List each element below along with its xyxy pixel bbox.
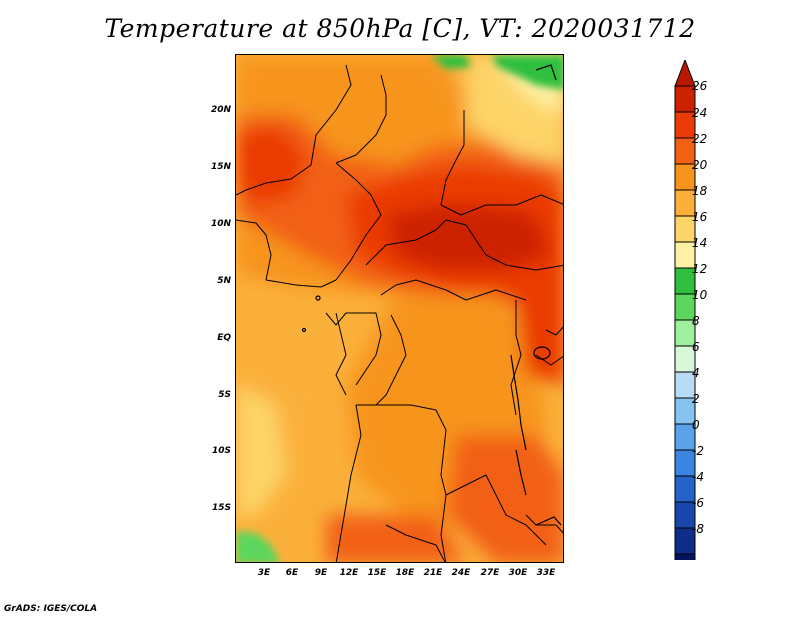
lon-label-33e: 33E	[536, 568, 556, 578]
colorbar-label-6: 6	[692, 340, 700, 354]
cool-patches	[236, 55, 563, 562]
colorbar-label-16: 16	[692, 210, 708, 224]
lon-label-18e: 18E	[395, 568, 415, 578]
lon-label-27e: 27E	[480, 568, 500, 578]
colorbar-label-0: 0	[692, 418, 700, 432]
colorbar-label-4: 4	[692, 366, 700, 380]
lon-label-30e: 30E	[508, 568, 528, 578]
colorbar-label-12: 12	[692, 262, 708, 276]
lon-label-9e: 9E	[314, 568, 328, 578]
colorbar-label-26: 26	[692, 79, 708, 93]
colorbar-label-18: 18	[692, 184, 708, 198]
lat-label-20n: 20N	[210, 105, 231, 115]
colorbar	[674, 60, 696, 560]
lakes	[301, 64, 562, 526]
lon-label-12e: 12E	[339, 568, 359, 578]
lat-label-15n: 15N	[210, 162, 231, 172]
lat-label-5s: 5S	[218, 390, 231, 400]
colorbar-segment	[674, 553, 696, 560]
colorbar-label-neg2: -2	[692, 444, 704, 458]
lat-label-5n: 5N	[217, 276, 231, 286]
colorbar-label-neg8: -8	[692, 522, 704, 536]
temperature-field	[236, 55, 563, 562]
colorbar-label-24: 24	[692, 106, 708, 120]
colorbar-label-20: 20	[692, 158, 708, 172]
lon-label-15e: 15E	[367, 568, 387, 578]
colorbar-label-2: 2	[692, 392, 700, 406]
lat-label-10s: 10S	[211, 446, 231, 456]
lat-label-15s: 15S	[211, 503, 231, 513]
lon-label-21e: 21E	[423, 568, 443, 578]
colorbar-label-10: 10	[692, 288, 708, 302]
chart-title: Temperature at 850hPa [C], VT: 202003171…	[104, 14, 696, 43]
footer-credit: GrADS: IGES/COLA	[4, 604, 98, 614]
lat-label-10n: 10N	[210, 219, 231, 229]
lat-label-eq: EQ	[217, 333, 231, 343]
lon-label-3e: 3E	[257, 568, 271, 578]
country-borders	[236, 64, 563, 562]
lon-label-6e: 6E	[285, 568, 299, 578]
colorbar-label-22: 22	[692, 132, 708, 146]
temperature-map	[235, 54, 564, 563]
colorbar-label-neg6: -6	[692, 496, 704, 510]
colorbar-label-neg4: -4	[692, 470, 704, 484]
colorbar-label-8: 8	[692, 314, 700, 328]
lon-label-24e: 24E	[451, 568, 471, 578]
colorbar-label-14: 14	[692, 236, 708, 250]
